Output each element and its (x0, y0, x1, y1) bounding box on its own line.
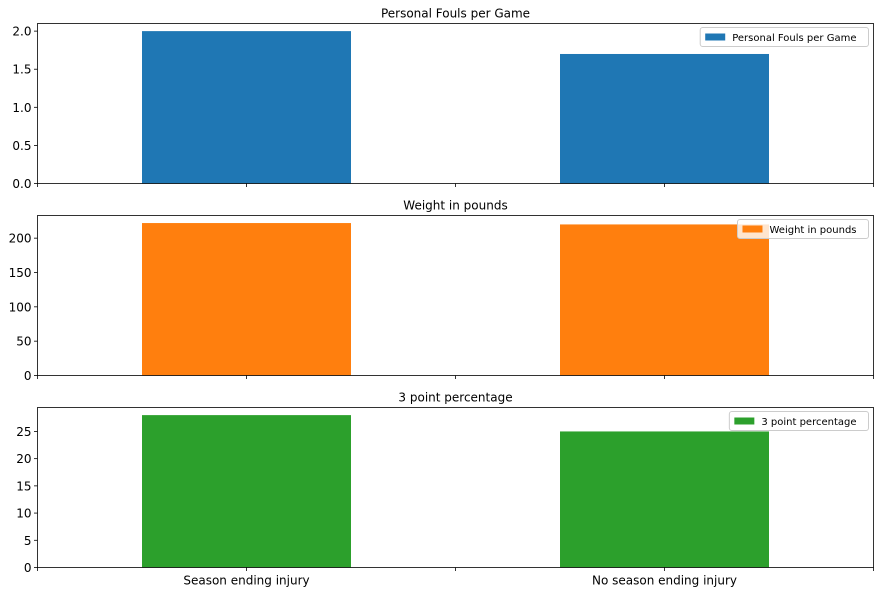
subplot-3: 3 point percentage 0 5 10 15 20 25 Season endin… (16, 391, 874, 588)
bar (560, 53, 769, 184)
y-tick-label: 0 (24, 369, 32, 383)
y-tick-label: 0 (24, 561, 32, 575)
bar (142, 223, 351, 376)
y-tick-label: 2.0 (12, 25, 31, 39)
legend-swatch (705, 33, 726, 41)
legend-box (736, 219, 869, 239)
bar (142, 415, 351, 568)
y-tick-label: 0.0 (12, 177, 31, 191)
legend-label: Weight in pounds (769, 225, 856, 236)
subplot-1: Personal Fouls per Game 0.0 0.5 1.0 1.5 2.0 Pe… (12, 7, 874, 191)
subplot-title: 3 point percentage (398, 391, 512, 405)
legend-label: Personal Fouls per Game (732, 33, 856, 44)
y-tick-label: 1.5 (12, 63, 31, 77)
y-tick-label: 150 (9, 266, 32, 280)
y-tick-label: 20 (16, 452, 31, 466)
x-tick-label: No season ending injury (592, 574, 737, 588)
y-tick-label: 50 (16, 335, 31, 349)
y-tick-label: 0.5 (12, 139, 31, 153)
subplot-2: Weight in pounds 0 50 100 150 200 Weight in po… (9, 199, 874, 383)
bar (560, 224, 769, 376)
subplot-title: Weight in pounds (403, 199, 507, 213)
legend-label: 3 point percentage (761, 417, 856, 428)
subplot-title: Personal Fouls per Game (381, 7, 530, 21)
bar (142, 31, 351, 184)
y-tick-label: 100 (9, 300, 32, 314)
legend-box (699, 27, 869, 47)
legend-swatch (734, 417, 755, 425)
y-tick-label: 1.0 (12, 101, 31, 115)
legend: 3 point percentage (728, 411, 869, 431)
y-tick-label: 200 (9, 232, 32, 246)
y-tick-label: 15 (16, 479, 31, 493)
y-tick-label: 25 (16, 425, 31, 439)
legend-swatch (742, 225, 763, 233)
bar (560, 431, 769, 568)
legend-box (728, 411, 869, 431)
legend: Weight in pounds (736, 219, 869, 239)
x-tick-label: Season ending injury (183, 574, 309, 588)
legend: Personal Fouls per Game (699, 27, 869, 47)
y-tick-label: 5 (24, 534, 32, 548)
y-tick-label: 10 (16, 507, 31, 521)
